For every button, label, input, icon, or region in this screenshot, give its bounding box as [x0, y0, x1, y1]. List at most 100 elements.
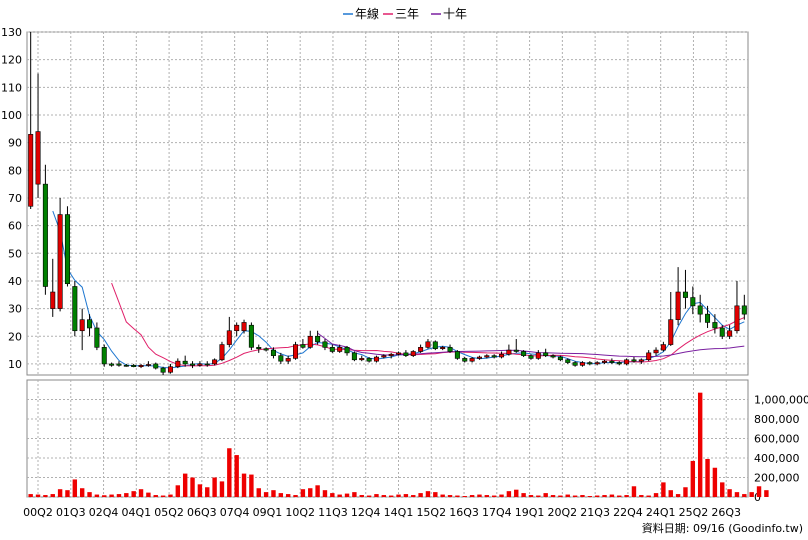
candle-body — [337, 347, 343, 352]
candle-body — [727, 330, 733, 337]
volume-bar — [79, 488, 85, 497]
candle-body — [550, 355, 556, 358]
candle-body — [469, 358, 475, 362]
volume-y-tick-label: 200,000 — [754, 472, 800, 485]
x-tick-label: 05Q2 — [154, 506, 184, 519]
price-y-tick-label: 80 — [8, 164, 22, 177]
three-year-ma-line — [111, 282, 745, 367]
candle-body — [631, 359, 637, 362]
x-tick-label: 26Q3 — [711, 506, 741, 519]
candle-body — [506, 349, 512, 355]
volume-bar — [285, 494, 291, 497]
volume-bar — [572, 495, 578, 497]
candle-body — [454, 351, 460, 359]
candle-body — [690, 297, 696, 307]
volume-bar — [440, 494, 445, 497]
volume-bar — [469, 495, 475, 497]
candle-body — [521, 351, 527, 356]
volume-bar — [587, 496, 593, 497]
volume-y-tick-label: 0 — [754, 491, 761, 504]
x-tick-label: 21Q3 — [580, 506, 610, 519]
x-tick-label: 10Q2 — [285, 506, 315, 519]
candle-body — [197, 363, 203, 366]
candle-body — [396, 352, 402, 355]
volume-panel: 0 200,000 400,000 600,000 800,000 1,000,000 — [26, 379, 808, 504]
candle-body — [307, 335, 313, 348]
volume-bar — [94, 494, 100, 497]
volume-bar — [646, 495, 651, 497]
price-y-tick-label: 20 — [8, 330, 22, 343]
volume-bar — [352, 492, 357, 497]
footer-credit: 資料日期: 09/16 (Goodinfo.tw) — [642, 521, 803, 535]
volume-bar — [683, 487, 688, 497]
candle-body — [646, 352, 652, 361]
candle-body — [543, 352, 549, 356]
candle-body — [366, 358, 372, 362]
volume-bar — [102, 495, 107, 497]
candle-body — [388, 353, 394, 356]
volume-bar — [734, 492, 740, 497]
volume-bar — [131, 491, 136, 497]
volume-bar — [190, 477, 195, 497]
price-y-tick-label: 50 — [8, 247, 22, 260]
volume-bar — [617, 495, 622, 497]
volume-bar — [212, 477, 217, 497]
x-tick-label: 15Q2 — [416, 506, 446, 519]
volume-bar — [124, 493, 129, 497]
x-axis: 00Q2 01Q3 02Q4 04Q1 05Q2 06Q3 07Q4 09Q1 10Q2 11Q3… — [23, 506, 741, 519]
volume-bar — [484, 495, 490, 497]
volume-bar — [433, 492, 438, 497]
candle-body — [719, 327, 725, 337]
volume-bar — [35, 494, 41, 497]
volume-bar — [330, 493, 335, 497]
x-tick-label: 24Q1 — [646, 506, 676, 519]
candle-body — [270, 349, 276, 356]
price-y-tick-label: 10 — [8, 358, 22, 371]
volume-bar — [705, 458, 710, 497]
candle-body — [175, 360, 181, 368]
candle-body — [285, 358, 291, 362]
candle-body — [638, 359, 644, 362]
volume-bar — [43, 495, 48, 497]
price-y-tick-label: 120 — [1, 54, 22, 67]
volume-bar — [219, 481, 225, 497]
x-tick-label: 01Q3 — [56, 506, 86, 519]
volume-bar — [558, 495, 563, 497]
candle-body — [682, 291, 688, 298]
price-y-tick-label: 60 — [8, 220, 22, 233]
candle-body — [131, 365, 137, 368]
volume-bar — [388, 495, 394, 497]
candle-body — [418, 347, 424, 352]
volume-bar — [182, 473, 188, 497]
volume-bar — [168, 494, 173, 497]
candle-body — [440, 347, 446, 350]
candle-body — [609, 360, 615, 363]
candle-body — [675, 291, 681, 320]
candle-body — [72, 286, 78, 332]
volume-bar — [256, 488, 261, 497]
volume-bar — [65, 490, 70, 497]
volume-bar — [506, 491, 512, 497]
candle-body — [410, 351, 416, 356]
candle-body — [403, 352, 409, 356]
volume-bar — [697, 392, 703, 497]
candle-body — [226, 330, 232, 345]
candle-body — [660, 344, 666, 351]
volume-bar — [72, 479, 78, 497]
volume-y-tick-label: 400,000 — [754, 452, 800, 465]
candle-body — [315, 335, 321, 343]
candle-body — [109, 363, 115, 366]
volume-bar — [543, 493, 548, 497]
price-panel: 10 20 30 40 50 60 70 80 90 100 110 120 130 — [1, 26, 749, 376]
candle-body — [153, 363, 159, 369]
volume-bar — [639, 495, 644, 497]
candle-body — [190, 363, 196, 366]
volume-bar — [565, 494, 570, 497]
volume-bar — [234, 455, 239, 497]
candle-body — [204, 363, 210, 366]
x-tick-label: 20Q2 — [548, 506, 578, 519]
volume-bar — [263, 492, 269, 497]
volume-bar — [462, 496, 467, 497]
volume-bar — [661, 482, 666, 497]
